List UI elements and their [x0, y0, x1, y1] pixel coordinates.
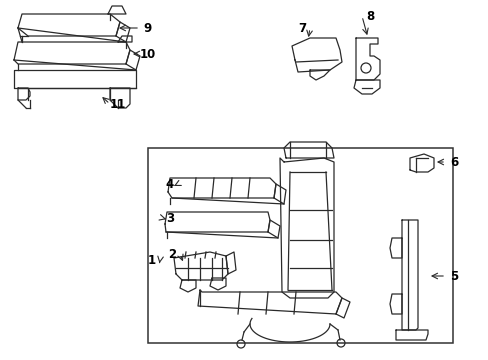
Text: 2: 2: [167, 248, 176, 261]
Text: 7: 7: [297, 22, 305, 35]
Text: 5: 5: [449, 270, 457, 283]
Bar: [148, 148, 452, 343]
Text: 9: 9: [143, 22, 152, 35]
Text: 11: 11: [110, 98, 126, 111]
Text: 8: 8: [365, 9, 373, 22]
Text: 3: 3: [165, 211, 174, 225]
Text: 6: 6: [449, 156, 457, 168]
Text: 1: 1: [148, 253, 156, 266]
Text: 10: 10: [140, 48, 156, 60]
Text: 4: 4: [165, 177, 174, 190]
